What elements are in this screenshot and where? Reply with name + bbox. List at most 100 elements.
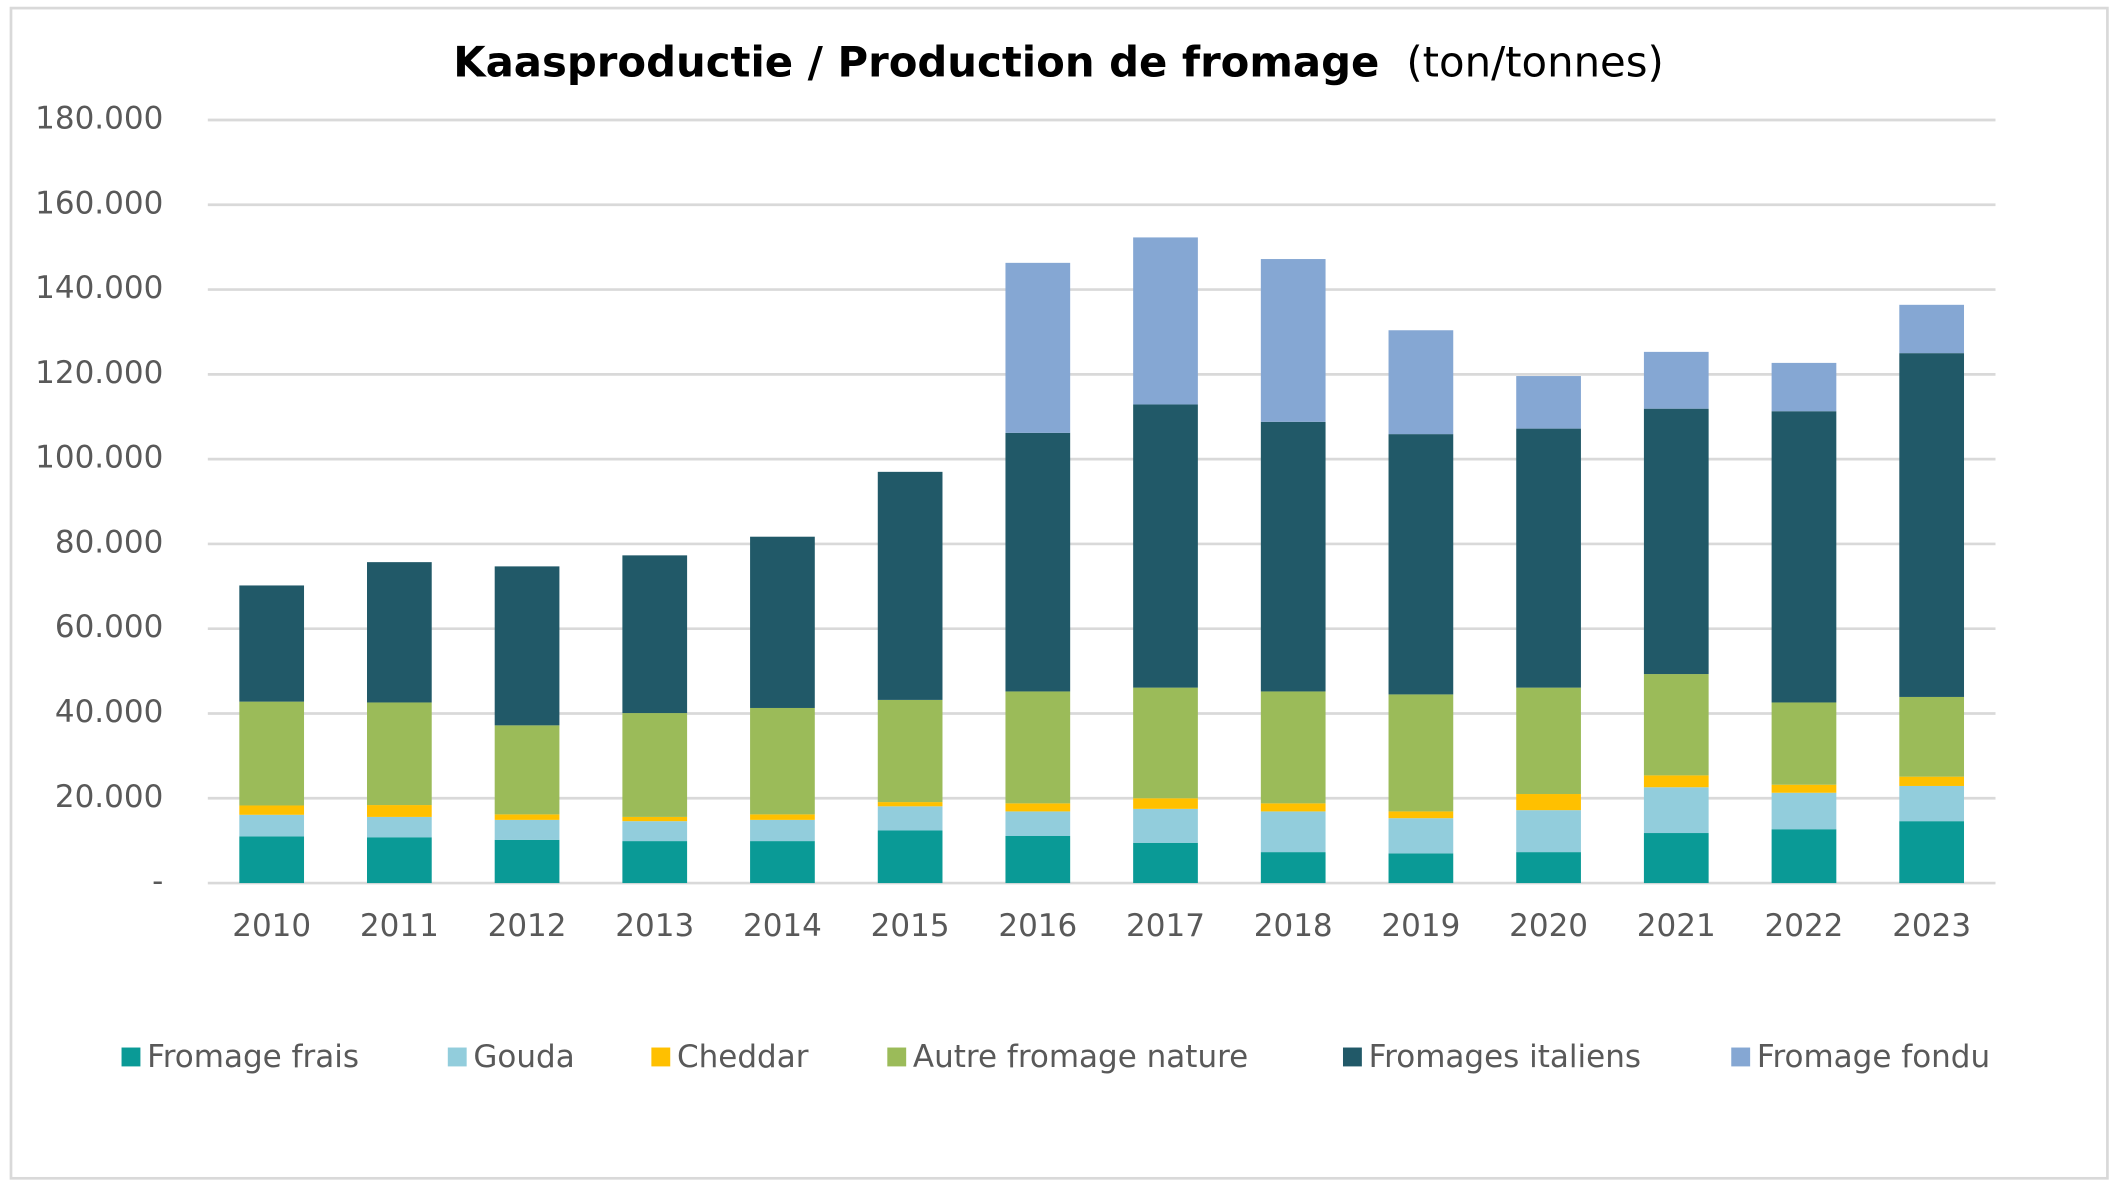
bar-segment (1133, 808, 1198, 843)
y-tick-label: 20.000 (55, 779, 163, 815)
bar-segment (1516, 687, 1581, 795)
bar-segment (239, 814, 305, 837)
bar-segment (1005, 262, 1071, 433)
bar-segment (494, 814, 560, 820)
x-tick-label: 2020 (1509, 908, 1588, 944)
bar-segment (239, 836, 305, 884)
bar-segment (750, 819, 815, 842)
bar-segment (622, 821, 688, 842)
y-tick-label: 60.000 (55, 609, 163, 645)
bar-segment (1260, 259, 1326, 422)
bar-segment (750, 536, 815, 708)
x-tick-label: 2016 (998, 908, 1077, 944)
bar-segment (239, 701, 305, 806)
bar-segment (1643, 787, 1709, 834)
legend-label: Fromages italiens (1369, 1039, 1641, 1075)
x-tick-label: 2010 (232, 908, 311, 944)
bar-segment (494, 839, 560, 884)
bar-segment (494, 566, 560, 726)
bar-segment (750, 707, 815, 815)
y-tick-label: 40.000 (55, 694, 163, 730)
bar-segment (367, 816, 432, 838)
bar-segment (1516, 794, 1581, 811)
x-tick-label: 2021 (1637, 908, 1716, 944)
bar-segment (622, 555, 688, 714)
bar-segment (877, 830, 943, 884)
bar-segment (1133, 798, 1198, 809)
bar-segment (1771, 784, 1837, 793)
bar-segment (1388, 818, 1454, 854)
bar-segment (1260, 691, 1326, 804)
bar-segment (1643, 674, 1709, 776)
bar-segment (1771, 362, 1837, 412)
bar-segment (1388, 434, 1454, 695)
unit: (ton/tonnes) (1406, 37, 1663, 86)
bar-segment (367, 837, 432, 884)
x-tick-label: 2013 (615, 908, 694, 944)
x-tick-label: 2022 (1765, 908, 1844, 944)
bar-segment (1005, 432, 1071, 692)
bar-segment (622, 816, 688, 822)
x-tick-label: 2011 (360, 908, 439, 944)
legend-swatch (1731, 1047, 1751, 1067)
bar-segment (750, 841, 815, 884)
bar-segment (1133, 687, 1198, 799)
bar-segment (622, 713, 688, 817)
bar-segment (1771, 792, 1837, 830)
y-tick-label: 140.000 (35, 270, 163, 306)
bar-segment (1516, 428, 1581, 688)
legend-label: Gouda (473, 1039, 574, 1075)
bar-segment (750, 814, 815, 820)
legend-swatch (447, 1047, 467, 1067)
bar-segment (367, 805, 432, 817)
bar-segment (1899, 696, 1965, 777)
bar-segment (1388, 853, 1454, 884)
title: Kaasproductie / Production de fromage (453, 37, 1379, 86)
bar-segment (1899, 785, 1965, 822)
legend-label: Fromage frais (147, 1039, 359, 1075)
bar-segment (1516, 810, 1581, 853)
legend-label: Autre fromage nature (913, 1039, 1248, 1075)
bar-segment (1133, 404, 1198, 688)
legend-swatch (887, 1047, 907, 1067)
bar-segment (1899, 821, 1965, 884)
bar-segment (1388, 811, 1454, 819)
y-tick-label: 100.000 (35, 440, 163, 476)
legend-swatch (651, 1047, 671, 1067)
x-tick-label: 2018 (1254, 908, 1333, 944)
bar-segment (877, 806, 943, 831)
legend-label: Fromage fondu (1757, 1039, 1990, 1075)
legend-label: Cheddar (677, 1039, 809, 1075)
chart-title: Kaasproductie / Production de fromage (to… (453, 37, 1664, 86)
bar-segment (367, 562, 432, 703)
bar-segment (877, 471, 943, 700)
bar-segment (1133, 237, 1198, 405)
bar-segment (1643, 833, 1709, 884)
legend-swatch (121, 1047, 141, 1067)
bar-segment (1899, 304, 1965, 354)
y-tick-label: 80.000 (55, 524, 163, 560)
bar-segment (1899, 776, 1965, 786)
bar-segment (1643, 408, 1709, 675)
bar-segment (1005, 835, 1071, 884)
bar-segment (1005, 803, 1071, 812)
bar-segment (1005, 691, 1071, 804)
bar-segment (1133, 842, 1198, 884)
bar-segment (494, 725, 560, 815)
x-tick-label: 2017 (1126, 908, 1205, 944)
bar-segment (239, 805, 305, 815)
x-tick-label: 2019 (1381, 908, 1460, 944)
bar-segment (239, 585, 305, 702)
y-tick-label: 160.000 (35, 185, 163, 221)
x-tick-label: 2014 (743, 908, 822, 944)
y-tick-label: 120.000 (35, 355, 163, 391)
bar-segment (1005, 811, 1071, 836)
bar-segment (1388, 694, 1454, 812)
bar-segment (1260, 811, 1326, 853)
bar-segment (1516, 852, 1581, 884)
x-tick-label: 2012 (488, 908, 567, 944)
y-tick-label: 180.000 (35, 100, 163, 136)
bar-segment (1260, 421, 1326, 692)
x-tick-label: 2015 (871, 908, 950, 944)
